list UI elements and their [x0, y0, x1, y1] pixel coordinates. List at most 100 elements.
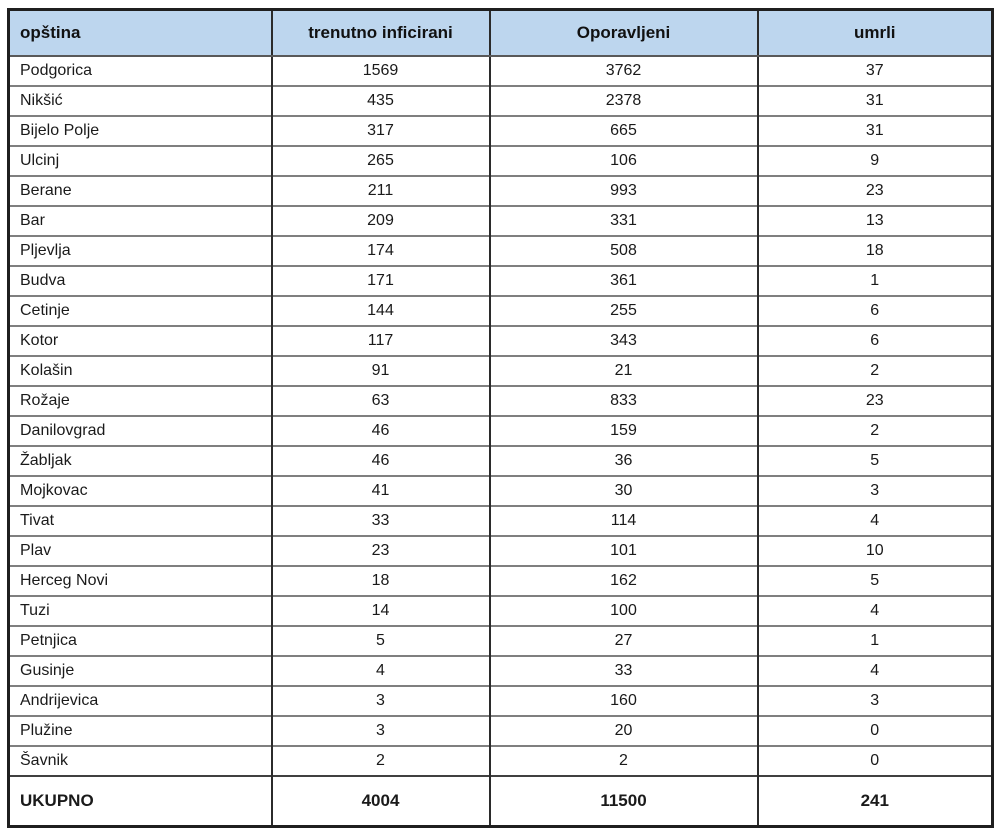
municipality-name: Budva [8, 265, 272, 296]
table-row: Herceg Novi 18 162 5 [8, 565, 993, 596]
value-cell: 1 [756, 265, 993, 296]
table-header: opština trenutno inficirani Oporavljeni … [8, 9, 993, 57]
value-cell: 14 [270, 595, 490, 626]
value-cell: 144 [270, 295, 490, 326]
table-row: Plav 23 101 10 [8, 535, 993, 566]
table-row: Berane 211 993 23 [8, 175, 993, 206]
covid-municipality-table: opština trenutno inficirani Oporavljeni … [7, 8, 994, 828]
table-row: Kolašin 91 21 2 [8, 355, 993, 386]
value-cell: 6 [756, 325, 993, 356]
value-cell: 4 [270, 655, 490, 686]
municipality-name: Ulcinj [8, 145, 272, 176]
total-currently-infected: 4004 [270, 775, 490, 827]
value-cell: 114 [488, 505, 758, 536]
value-cell: 31 [756, 85, 993, 116]
municipality-name: Berane [8, 175, 272, 206]
value-cell: 5 [270, 625, 490, 656]
municipality-name: Tivat [8, 505, 272, 536]
total-label: UKUPNO [8, 775, 272, 827]
value-cell: 4 [756, 655, 993, 686]
table-row: Andrijevica 3 160 3 [8, 685, 993, 716]
value-cell: 2 [270, 745, 490, 776]
value-cell: 2 [488, 745, 758, 776]
table-row: Tuzi 14 100 4 [8, 595, 993, 626]
value-cell: 211 [270, 175, 490, 206]
table-row: Budva 171 361 1 [8, 265, 993, 296]
value-cell: 4 [756, 595, 993, 626]
value-cell: 1569 [270, 55, 490, 86]
value-cell: 3 [756, 475, 993, 506]
municipality-name: Herceg Novi [8, 565, 272, 596]
value-cell: 508 [488, 235, 758, 266]
municipality-name: Plav [8, 535, 272, 566]
municipality-name: Petnjica [8, 625, 272, 656]
table-row: Šavnik 2 2 0 [8, 745, 993, 776]
table-body: Podgorica 1569 3762 37 Nikšić 435 2378 31 Bijelo… [8, 55, 993, 776]
value-cell: 361 [488, 265, 758, 296]
value-cell: 37 [756, 55, 993, 86]
value-cell: 18 [756, 235, 993, 266]
table-row: Podgorica 1569 3762 37 [8, 55, 993, 86]
value-cell: 3 [756, 685, 993, 716]
municipality-name: Cetinje [8, 295, 272, 326]
value-cell: 0 [756, 745, 993, 776]
value-cell: 27 [488, 625, 758, 656]
table-row: Mojkovac 41 30 3 [8, 475, 993, 506]
table-row: Rožaje 63 833 23 [8, 385, 993, 416]
table-row: Danilovgrad 46 159 2 [8, 415, 993, 446]
value-cell: 13 [756, 205, 993, 236]
total-recovered: 11500 [488, 775, 758, 827]
municipality-name: Andrijevica [8, 685, 272, 716]
value-cell: 4 [756, 505, 993, 536]
table-row: Gusinje 4 33 4 [8, 655, 993, 686]
value-cell: 159 [488, 415, 758, 446]
value-cell: 31 [756, 115, 993, 146]
value-cell: 6 [756, 295, 993, 326]
value-cell: 46 [270, 445, 490, 476]
value-cell: 100 [488, 595, 758, 626]
value-cell: 117 [270, 325, 490, 356]
value-cell: 2 [756, 355, 993, 386]
value-cell: 255 [488, 295, 758, 326]
value-cell: 101 [488, 535, 758, 566]
value-cell: 160 [488, 685, 758, 716]
value-cell: 21 [488, 355, 758, 386]
value-cell: 33 [270, 505, 490, 536]
value-cell: 23 [270, 535, 490, 566]
value-cell: 23 [756, 385, 993, 416]
header-municipality: opština [8, 9, 272, 57]
municipality-name: Bar [8, 205, 272, 236]
value-cell: 9 [756, 145, 993, 176]
value-cell: 23 [756, 175, 993, 206]
value-cell: 20 [488, 715, 758, 746]
value-cell: 2378 [488, 85, 758, 116]
table-row: Ulcinj 265 106 9 [8, 145, 993, 176]
municipality-name: Mojkovac [8, 475, 272, 506]
value-cell: 209 [270, 205, 490, 236]
value-cell: 174 [270, 235, 490, 266]
value-cell: 3762 [488, 55, 758, 86]
header-recovered: Oporavljeni [488, 9, 758, 57]
value-cell: 41 [270, 475, 490, 506]
municipality-name: Tuzi [8, 595, 272, 626]
value-cell: 3 [270, 685, 490, 716]
municipality-name: Bijelo Polje [8, 115, 272, 146]
value-cell: 435 [270, 85, 490, 116]
value-cell: 162 [488, 565, 758, 596]
value-cell: 833 [488, 385, 758, 416]
municipality-name: Nikšić [8, 85, 272, 116]
municipality-name: Podgorica [8, 55, 272, 86]
value-cell: 30 [488, 475, 758, 506]
total-row: UKUPNO 4004 11500 241 [8, 775, 993, 827]
municipality-name: Kolašin [8, 355, 272, 386]
value-cell: 46 [270, 415, 490, 446]
municipality-name: Plužine [8, 715, 272, 746]
table-row: Bijelo Polje 317 665 31 [8, 115, 993, 146]
municipality-name: Žabljak [8, 445, 272, 476]
value-cell: 63 [270, 385, 490, 416]
value-cell: 18 [270, 565, 490, 596]
municipality-name: Gusinje [8, 655, 272, 686]
value-cell: 5 [756, 565, 993, 596]
table-row: Žabljak 46 36 5 [8, 445, 993, 476]
